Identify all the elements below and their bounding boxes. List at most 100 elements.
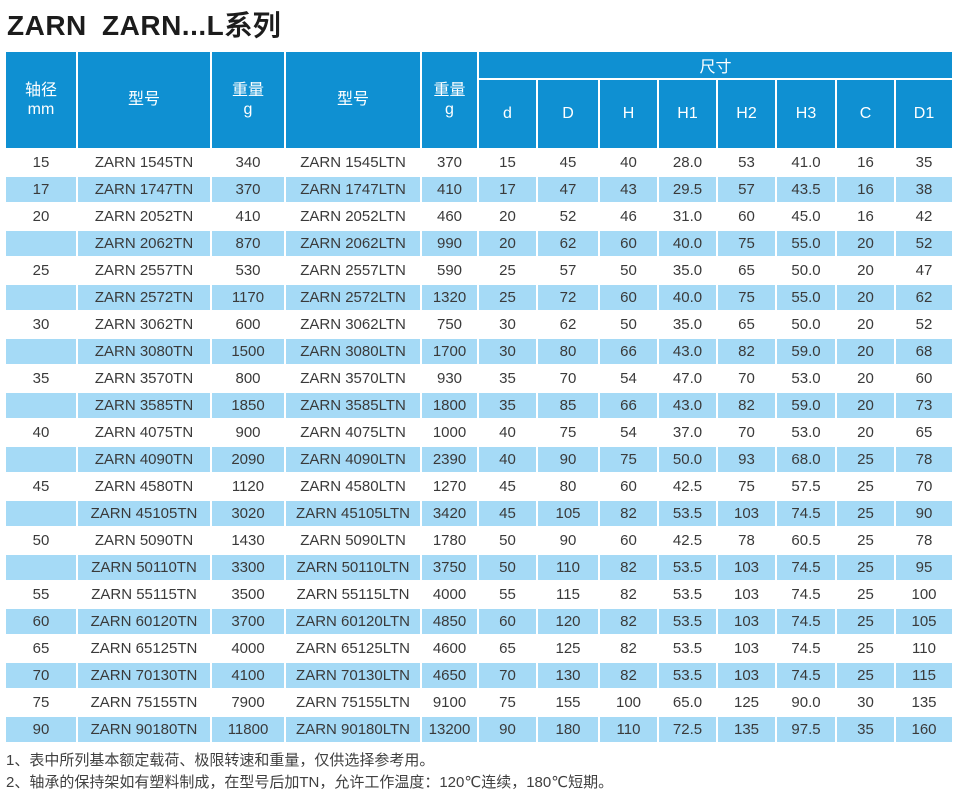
cell: 50 <box>600 312 657 337</box>
cell: 74.5 <box>777 555 835 580</box>
note-2: 2、轴承的保持架如有塑料制成，在型号后加TN，允许工作温度：120℃连续，180… <box>6 774 614 791</box>
cell: 2090 <box>212 447 284 472</box>
cell: 103 <box>718 501 775 526</box>
cell: 60.5 <box>777 528 835 553</box>
cell: 75 <box>718 474 775 499</box>
cell: 40 <box>6 420 76 445</box>
cell: ZARN 55115LTN <box>286 582 420 607</box>
table-row: 55 ZARN 55115TN 3500 ZARN 55115LTN 4000 55 115… <box>6 582 953 607</box>
cell: 340 <box>212 150 284 175</box>
cell: 20 <box>837 285 894 310</box>
cell: 55.0 <box>777 285 835 310</box>
cell: 90.0 <box>777 690 835 715</box>
cell: 68 <box>896 339 953 364</box>
cell: 54 <box>600 366 657 391</box>
cell: 180 <box>538 717 598 742</box>
cell: 78 <box>896 447 953 472</box>
dim-header-H2: H2 <box>718 80 775 148</box>
cell: 4000 <box>422 582 477 607</box>
cell: 74.5 <box>777 636 835 661</box>
cell: 80 <box>538 474 598 499</box>
cell: 110 <box>600 717 657 742</box>
cell: 75 <box>479 690 536 715</box>
cell: 52 <box>896 231 953 256</box>
cell: 73 <box>896 393 953 418</box>
cell: 70 <box>896 474 953 499</box>
cell: ZARN 3080TN <box>78 339 210 364</box>
cell: 25 <box>837 609 894 634</box>
cell: 40.0 <box>659 231 716 256</box>
col-header-label: 重量 <box>231 82 264 99</box>
cell <box>6 285 76 310</box>
cell: ZARN 3062TN <box>78 312 210 337</box>
col-header-unit: g <box>243 101 253 118</box>
cell: 60 <box>479 609 536 634</box>
col-header-shaft-diameter: 轴径 mm <box>6 52 76 148</box>
col-header-label: 重量 <box>433 82 466 99</box>
cell: 160 <box>896 717 953 742</box>
table-row: ZARN 2062TN 870 ZARN 2062LTN 990 20 62 60 40.0 7… <box>6 231 953 256</box>
cell: 1000 <box>422 420 477 445</box>
cell: 25 <box>837 501 894 526</box>
table-row: 35 ZARN 3570TN 800 ZARN 3570LTN 930 35 70 54 47.… <box>6 366 953 391</box>
cell: 74.5 <box>777 663 835 688</box>
cell: ZARN 3585TN <box>78 393 210 418</box>
cell: ZARN 1747TN <box>78 177 210 202</box>
cell: 100 <box>896 582 953 607</box>
cell: ZARN 75155TN <box>78 690 210 715</box>
dim-header-d: d <box>479 80 536 148</box>
cell: 4850 <box>422 609 477 634</box>
cell: 460 <box>422 204 477 229</box>
cell: ZARN 60120TN <box>78 609 210 634</box>
cell: 370 <box>422 150 477 175</box>
cell: ZARN 4580LTN <box>286 474 420 499</box>
cell: 75 <box>718 231 775 256</box>
dim-header-D1: D1 <box>896 80 953 148</box>
cell: 800 <box>212 366 284 391</box>
cell: 42.5 <box>659 528 716 553</box>
cell: 82 <box>600 501 657 526</box>
cell: 20 <box>837 339 894 364</box>
cell: 20 <box>837 312 894 337</box>
cell: 2390 <box>422 447 477 472</box>
cell: 1850 <box>212 393 284 418</box>
col-header-model: 型号 <box>78 52 210 148</box>
cell: 53.0 <box>777 366 835 391</box>
cell: 53.5 <box>659 555 716 580</box>
col-header-weight: 重量 g <box>212 52 284 148</box>
cell: 1500 <box>212 339 284 364</box>
cell: 66 <box>600 339 657 364</box>
cell: ZARN 65125LTN <box>286 636 420 661</box>
cell: 93 <box>718 447 775 472</box>
cell: 25 <box>837 474 894 499</box>
cell: 70 <box>718 420 775 445</box>
dim-header-H: H <box>600 80 657 148</box>
cell: ZARN 2572LTN <box>286 285 420 310</box>
cell: 20 <box>837 366 894 391</box>
cell: 47.0 <box>659 366 716 391</box>
cell: 72.5 <box>659 717 716 742</box>
cell: 60 <box>896 366 953 391</box>
cell: 30 <box>837 690 894 715</box>
cell: 990 <box>422 231 477 256</box>
cell: 35.0 <box>659 258 716 283</box>
table-row: 30 ZARN 3062TN 600 ZARN 3062LTN 750 30 62 50 35.… <box>6 312 953 337</box>
cell: 31.0 <box>659 204 716 229</box>
cell: 45 <box>538 150 598 175</box>
cell <box>6 555 76 580</box>
cell: 53.5 <box>659 582 716 607</box>
cell: 65 <box>6 636 76 661</box>
cell: 53.5 <box>659 663 716 688</box>
cell: ZARN 70130TN <box>78 663 210 688</box>
table-row: ZARN 2572TN 1170 ZARN 2572LTN 1320 25 72 60 40.… <box>6 285 953 310</box>
cell: 70 <box>479 663 536 688</box>
cell: 55.0 <box>777 231 835 256</box>
cell: 17 <box>6 177 76 202</box>
cell: 57.5 <box>777 474 835 499</box>
cell: 53 <box>718 150 775 175</box>
table-row: 70 ZARN 70130TN 4100 ZARN 70130LTN 4650 70 130… <box>6 663 953 688</box>
cell: 3750 <box>422 555 477 580</box>
table-row: ZARN 4090TN 2090 ZARN 4090LTN 2390 40 90 75 50.… <box>6 447 953 472</box>
cell: ZARN 3570TN <box>78 366 210 391</box>
cell: 1270 <box>422 474 477 499</box>
